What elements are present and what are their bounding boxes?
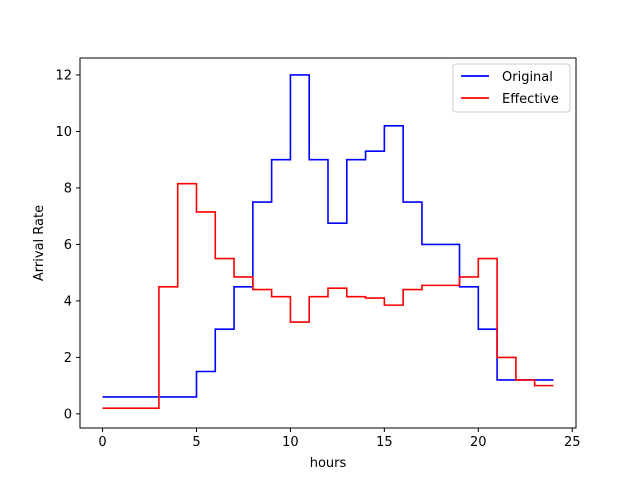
x-axis: 0 5 10 15 20 25	[98, 428, 581, 450]
x-tick-label: 0	[98, 435, 106, 450]
x-axis-label: hours	[310, 456, 347, 471]
y-tick-label: 2	[64, 351, 72, 366]
legend: Original Effective	[452, 63, 571, 113]
x-tick-label: 15	[376, 435, 393, 450]
plot-area	[102, 74, 554, 410]
series-line-original	[102, 74, 554, 398]
x-tick-label: 20	[470, 435, 487, 450]
y-axis-label: Arrival Rate	[32, 205, 47, 281]
x-tick-label: 10	[282, 435, 299, 450]
series-line-effective	[102, 182, 554, 410]
y-tick-label: 10	[55, 125, 72, 140]
x-tick-label: 5	[192, 435, 200, 450]
y-tick-label: 6	[64, 238, 72, 253]
legend-label-original: Original	[502, 70, 553, 85]
axes-frame	[79, 57, 577, 429]
y-tick-label: 8	[64, 181, 72, 196]
y-tick-label: 4	[64, 294, 72, 309]
x-tick-label: 25	[564, 435, 581, 450]
y-tick-label: 12	[55, 68, 72, 83]
legend-label-effective: Effective	[502, 92, 559, 107]
y-axis: 0 2 4 6 8 10 12	[55, 68, 80, 422]
y-tick-label: 0	[64, 407, 72, 422]
